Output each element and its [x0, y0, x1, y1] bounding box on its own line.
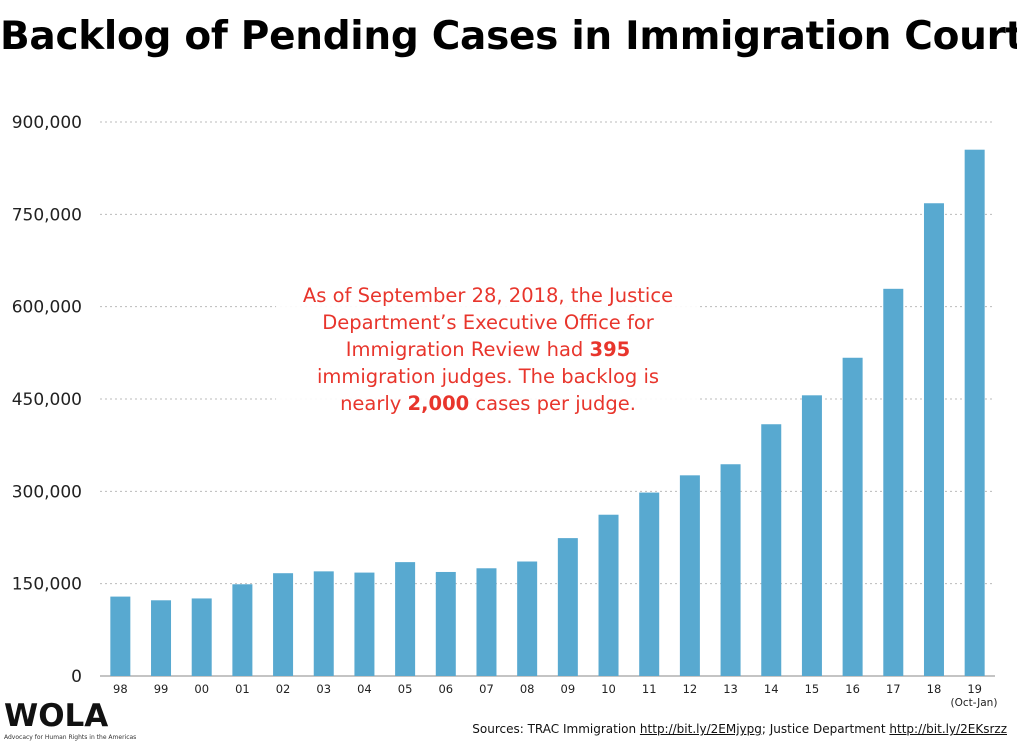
- y-tick-label: 900,000: [12, 113, 82, 133]
- x-tick-label: 16: [845, 682, 860, 696]
- bar: [639, 492, 660, 676]
- y-tick-label: 750,000: [12, 205, 82, 225]
- annotation-text: Immigration Review had: [345, 338, 590, 361]
- source-link-justice[interactable]: http://bit.ly/2EKsrzz: [889, 722, 1007, 736]
- bar: [964, 149, 985, 676]
- bar: [883, 288, 904, 676]
- chart-title: Backlog of Pending Cases in Immigration …: [0, 14, 1017, 59]
- bar: [679, 475, 700, 676]
- judge-count: 395: [589, 338, 631, 361]
- x-tick-label: 17: [886, 682, 901, 696]
- annotation-box: As of September 28, 2018, the Justice De…: [276, 282, 700, 417]
- source-link-trac[interactable]: http://bit.ly/2EMjypg: [639, 722, 762, 736]
- bar: [598, 514, 619, 676]
- bar: [923, 203, 944, 676]
- x-axis: 98 99 00 01 02 03 04 05 06 07 08 09 10 11 12 13 14 15 16 17…: [113, 682, 982, 696]
- wola-logo: WOLA Advocacy for Human Rights in the Am…: [4, 698, 136, 742]
- bar: [517, 561, 538, 676]
- annotation-text: cases per judge.: [469, 392, 636, 415]
- x-tick-label: 14: [764, 682, 779, 696]
- y-tick-label: 600,000: [12, 298, 82, 318]
- x-tick-label: 02: [276, 682, 291, 696]
- x-tick-label: 00: [194, 682, 209, 696]
- bar: [435, 571, 456, 676]
- x-tick-label: 05: [398, 682, 413, 696]
- bar: [273, 573, 294, 676]
- cases-per-judge: 2,000: [407, 392, 470, 415]
- x-tick-label: 18: [927, 682, 942, 696]
- x-tick-label: 03: [316, 682, 331, 696]
- bar: [354, 572, 375, 676]
- sources-footer: Sources: TRAC Immigration http://bit.ly/…: [472, 722, 1007, 736]
- bar: [842, 357, 863, 676]
- x-tick-label: 07: [479, 682, 494, 696]
- x-tick-label: 10: [601, 682, 616, 696]
- x-tick-label: 15: [805, 682, 820, 696]
- annotation-line: As of September 28, 2018, the Justice: [302, 284, 674, 307]
- bar: [557, 538, 578, 676]
- bar: [151, 600, 172, 676]
- y-axis: 0 150,000 300,000 450,000 600,000 750,000 900,…: [12, 113, 82, 687]
- y-tick-label: 300,000: [12, 482, 82, 502]
- bar: [232, 584, 253, 676]
- x-tick-label: 04: [357, 682, 372, 696]
- x-tick-label: 13: [723, 682, 738, 696]
- y-tick-label: 150,000: [12, 575, 82, 595]
- x-tick-label: 01: [235, 682, 250, 696]
- logo-tagline: Advocacy for Human Rights in the America…: [4, 734, 137, 741]
- logo-wordmark: WOLA: [4, 698, 109, 734]
- y-tick-label: 0: [71, 667, 82, 687]
- x-tick-label: 12: [683, 682, 698, 696]
- x-tick-label: 08: [520, 682, 535, 696]
- bar: [395, 562, 416, 676]
- x-tick-label: 06: [438, 682, 453, 696]
- bar: [191, 598, 212, 676]
- annotation-text: nearly: [340, 392, 408, 415]
- annotation-line: immigration judges. The backlog is: [316, 365, 660, 388]
- sources-middle: ; Justice Department: [761, 722, 890, 736]
- x-tick-label: 11: [642, 682, 657, 696]
- bar: [720, 464, 741, 676]
- bars: [110, 149, 985, 676]
- annotation-line: Immigration Review had 395: [276, 336, 700, 363]
- sources-prefix: Sources: TRAC Immigration: [472, 722, 640, 736]
- bar: [761, 424, 782, 676]
- x-tick-label: 99: [154, 682, 169, 696]
- bar: [313, 571, 334, 676]
- x-tick-label: 98: [113, 682, 128, 696]
- annotation-line: nearly 2,000 cases per judge.: [276, 390, 700, 417]
- bar: [110, 596, 131, 676]
- x-tick-label: 19: [967, 682, 982, 696]
- x-tick-label: 09: [561, 682, 576, 696]
- bar: [801, 395, 822, 676]
- x-tick-note: (Oct-Jan): [950, 697, 998, 709]
- annotation-line: Department’s Executive Office for: [322, 311, 654, 334]
- bar: [476, 568, 497, 676]
- y-tick-label: 450,000: [12, 390, 82, 410]
